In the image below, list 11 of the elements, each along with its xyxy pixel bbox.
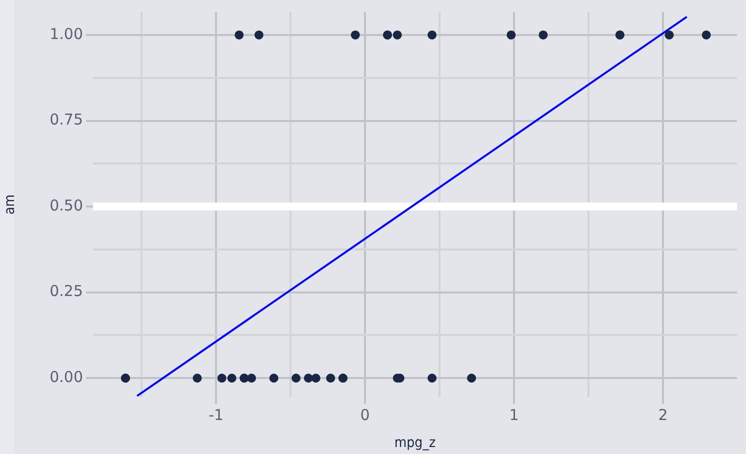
y-tick-label: 1.00 — [50, 24, 83, 43]
y-tick-label: 0.00 — [50, 368, 83, 386]
x-tick-label: 2 — [658, 406, 668, 424]
x-tick-label: 1 — [509, 406, 519, 424]
y-tick-label: 0.25 — [50, 282, 83, 300]
x-tick-label: 0 — [360, 406, 370, 424]
y-tick-label: 0.50 — [50, 196, 83, 214]
y-axis-title: am — [2, 194, 18, 214]
y-tick-label: 0.75 — [50, 110, 83, 129]
x-tick-label: -1 — [208, 406, 224, 424]
x-axis-title: mpg_z — [394, 435, 436, 452]
